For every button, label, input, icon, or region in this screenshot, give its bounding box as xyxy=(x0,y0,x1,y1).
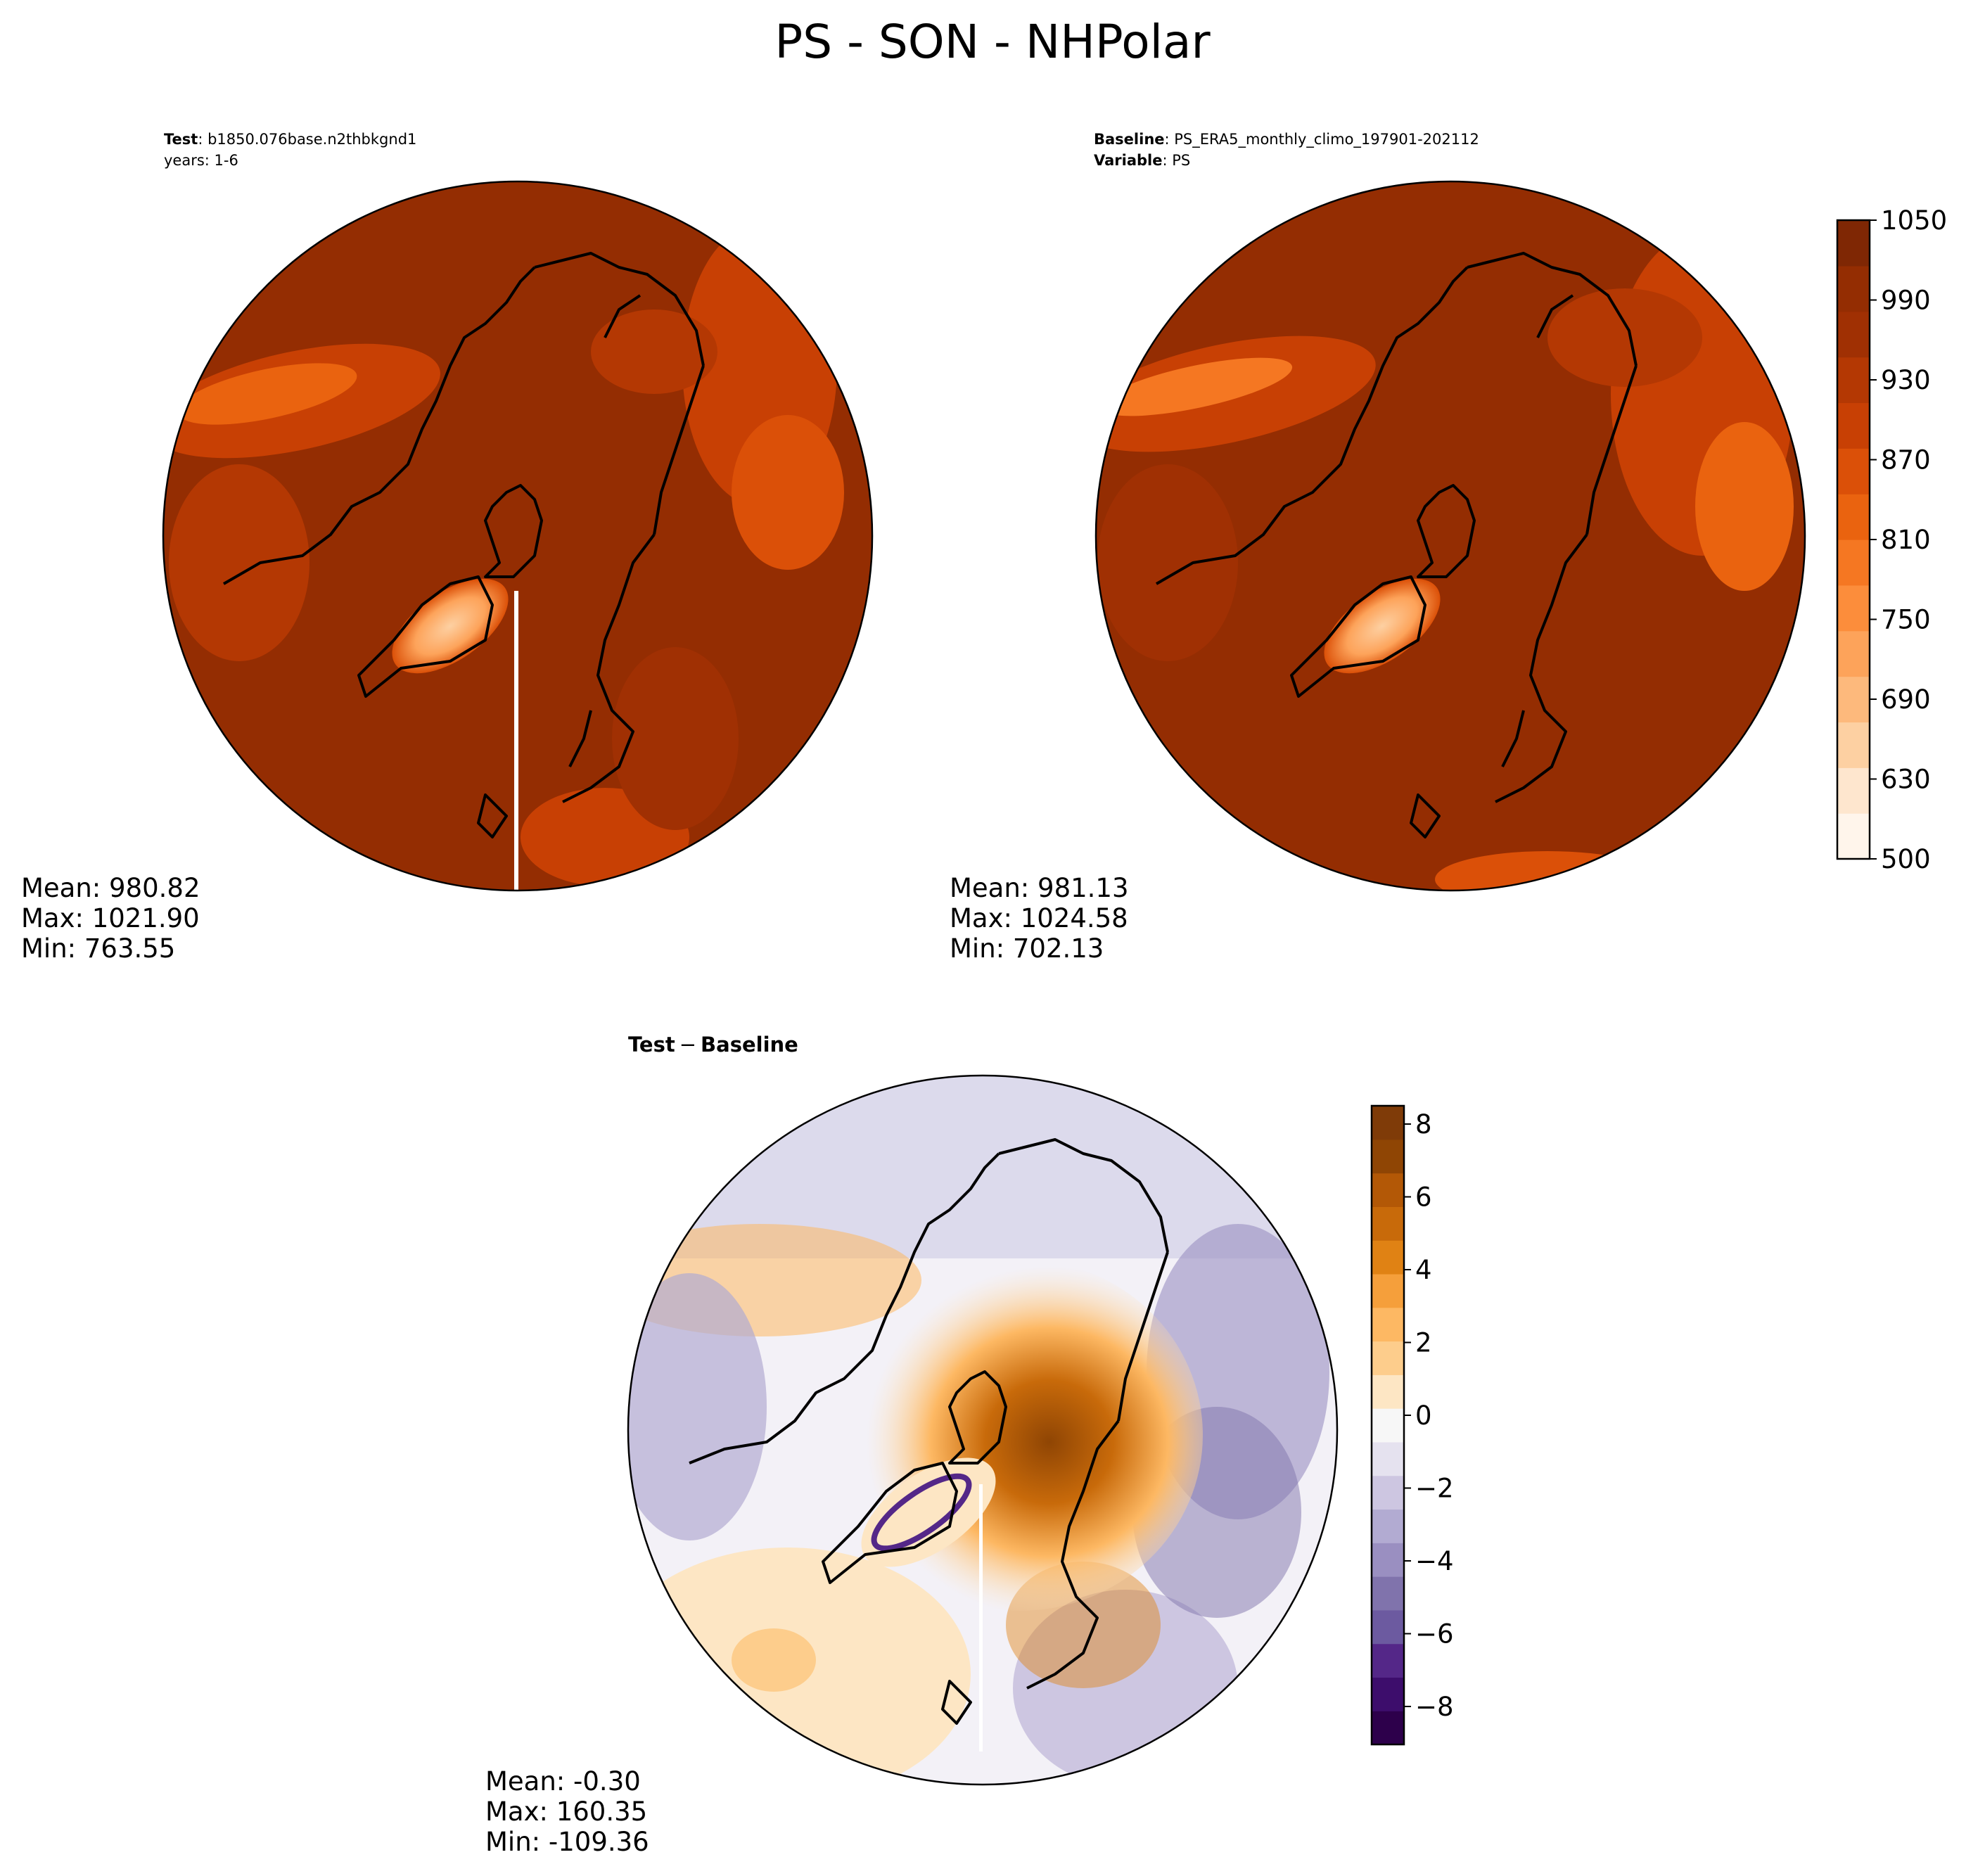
diff-colorbar-tick-label: 6 xyxy=(1415,1182,1432,1213)
ps-colorbar-segment xyxy=(1837,357,1870,404)
diff-colorbar-segment xyxy=(1372,1475,1404,1510)
ps-colorbar-segment xyxy=(1837,402,1870,449)
ps-colorbar-segment xyxy=(1837,722,1870,768)
ps-colorbar-segment xyxy=(1837,311,1870,358)
test-max: Max: 1021.90 xyxy=(21,903,200,933)
baseline-header-case: : PS_ERA5_monthly_climo_197901-202112 xyxy=(1165,131,1479,148)
ps-colorbar-tick-label: 500 xyxy=(1881,844,1931,874)
diff-header-test: Test xyxy=(628,1033,675,1057)
diff-colorbar-segment xyxy=(1372,1374,1404,1409)
diff-panel: Test − Baseline xyxy=(485,1033,1339,1857)
ps-colorbar-tick-label: 930 xyxy=(1881,365,1931,395)
diff-colorbar-segment xyxy=(1372,1509,1404,1543)
test-panel: Test: b1850.076base.n2thbkgnd1 years: 1-… xyxy=(21,131,874,964)
ps-colorbar-segment xyxy=(1837,630,1870,677)
ps-colorbar-tick-label: 810 xyxy=(1881,525,1931,555)
diff-colorbar-segment xyxy=(1372,1341,1404,1375)
diff-colorbar-segment xyxy=(1372,1609,1404,1645)
diff-colorbar-tick-label: −4 xyxy=(1415,1546,1454,1576)
diff-colorbar-tick-label: −8 xyxy=(1415,1692,1454,1722)
test-map xyxy=(163,181,872,891)
diff-colorbar: 8 6 4 2 0 −2 −4 −6 −8 xyxy=(1370,1104,1454,1746)
diff-colorbar-tick-label: −6 xyxy=(1415,1619,1454,1650)
baseline-variable-value: : PS xyxy=(1162,152,1190,169)
baseline-map-boundary xyxy=(1094,180,1806,892)
ps-colorbar: 1050 990 930 870 810 750 690 630 500 xyxy=(1836,205,1947,874)
diff-map xyxy=(628,1076,1337,1785)
ps-colorbar-segment xyxy=(1837,676,1870,723)
baseline-map xyxy=(1096,181,1805,891)
test-header-years: years: 1-6 xyxy=(164,152,238,169)
ps-colorbar-tick-label: 870 xyxy=(1881,445,1931,476)
baseline-panel: Baseline: PS_ERA5_monthly_climo_197901-2… xyxy=(950,131,1806,964)
test-min: Min: 763.55 xyxy=(21,933,175,964)
diff-colorbar-segment xyxy=(1372,1240,1404,1275)
ps-colorbar-segment xyxy=(1837,767,1870,814)
ps-colorbar-segment xyxy=(1837,265,1870,312)
diff-map-boundary xyxy=(627,1074,1339,1786)
diff-mean: Mean: -0.30 xyxy=(485,1766,641,1797)
diff-colorbar-segment xyxy=(1372,1576,1404,1611)
ps-colorbar-tick-label: 690 xyxy=(1881,684,1931,715)
test-header: Test: b1850.076base.n2thbkgnd1 xyxy=(164,131,416,148)
diff-colorbar-frame xyxy=(1370,1104,1405,1746)
diff-colorbar-segment xyxy=(1372,1711,1404,1745)
test-header-case: : b1850.076base.n2thbkgnd1 xyxy=(198,131,416,148)
diff-max: Max: 160.35 xyxy=(485,1797,647,1827)
ps-colorbar-segment xyxy=(1837,494,1870,540)
diff-colorbar-segment xyxy=(1372,1543,1404,1577)
diff-colorbar-tick-label: 4 xyxy=(1415,1255,1432,1285)
diff-colorbar-segment xyxy=(1372,1139,1404,1174)
ps-colorbar-segment xyxy=(1837,540,1870,586)
diff-colorbar-segment xyxy=(1372,1206,1404,1241)
diff-colorbar-segment xyxy=(1372,1106,1404,1140)
baseline-header: Baseline: PS_ERA5_monthly_climo_197901-2… xyxy=(1094,131,1479,148)
test-map-boundary xyxy=(162,180,874,892)
diff-colorbar-segment xyxy=(1372,1441,1404,1476)
baseline-header-label: Baseline xyxy=(1094,131,1165,148)
baseline-min: Min: 702.13 xyxy=(950,933,1104,964)
ps-colorbar-segment xyxy=(1837,448,1870,494)
baseline-header-variable: Variable: PS xyxy=(1094,152,1190,169)
ps-colorbar-tick-label: 750 xyxy=(1881,605,1931,635)
diff-colorbar-segment xyxy=(1372,1307,1404,1342)
baseline-max: Max: 1024.58 xyxy=(950,903,1128,933)
ps-colorbar-segment xyxy=(1837,585,1870,632)
diff-colorbar-segment xyxy=(1372,1408,1404,1443)
diff-colorbar-segment xyxy=(1372,1173,1404,1207)
diff-header: Test − Baseline xyxy=(628,1033,798,1057)
figure-title: PS - SON - NHPolar xyxy=(774,15,1211,69)
ps-colorbar-tick-label: 630 xyxy=(1881,765,1931,795)
diff-colorbar-tick-label: 2 xyxy=(1415,1328,1432,1358)
baseline-mean: Mean: 981.13 xyxy=(950,873,1129,903)
diff-min: Min: -109.36 xyxy=(485,1827,649,1857)
diff-header-baseline: Baseline xyxy=(701,1033,798,1057)
ps-colorbar-tick-label: 1050 xyxy=(1881,205,1947,236)
diff-colorbar-segment xyxy=(1372,1273,1404,1308)
diff-colorbar-tick-label: 8 xyxy=(1415,1109,1432,1140)
ps-colorbar-tick-label: 990 xyxy=(1881,286,1931,316)
test-mean: Mean: 980.82 xyxy=(21,873,200,903)
diff-colorbar-tick-label: 0 xyxy=(1415,1400,1432,1431)
ps-colorbar-segment xyxy=(1837,220,1870,267)
diff-colorbar-segment xyxy=(1372,1677,1404,1711)
diff-colorbar-tick-label: −2 xyxy=(1415,1474,1454,1504)
diff-colorbar-segment xyxy=(1372,1643,1404,1678)
diff-header-operator: − xyxy=(679,1033,696,1057)
baseline-variable-label: Variable xyxy=(1094,152,1162,169)
test-header-label: Test xyxy=(164,131,198,148)
ps-colorbar-segment xyxy=(1837,813,1870,860)
